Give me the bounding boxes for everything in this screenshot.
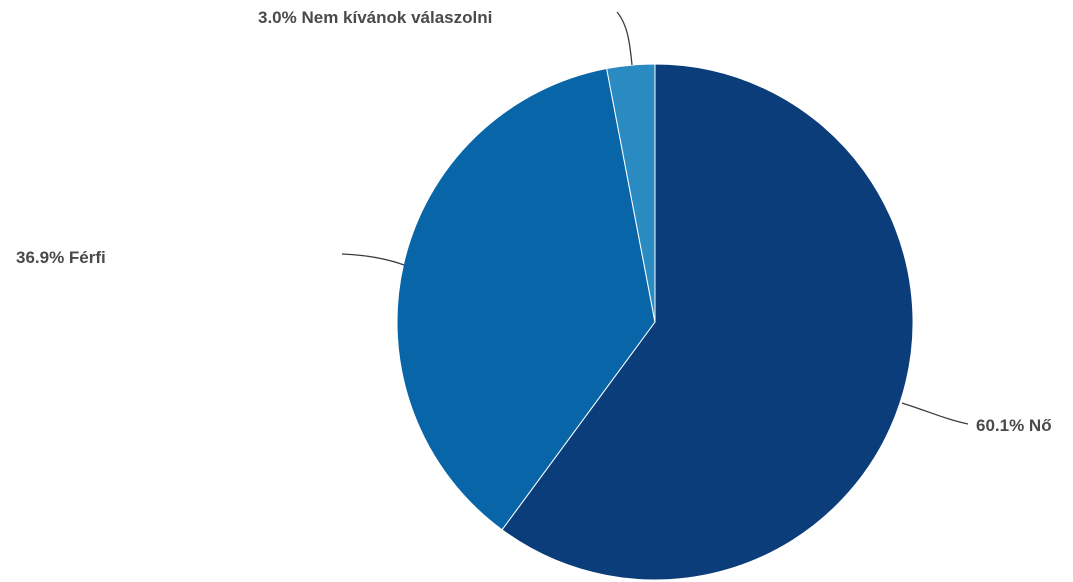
labels-layer: 60.1% Nő 36.9% Férfi 3.0% Nem kívánok vála… (16, 8, 1052, 435)
slice-label-1: 36.9% Férfi (16, 248, 106, 267)
slice-label-0: 60.1% Nő (976, 416, 1052, 435)
leaders-layer (341, 11, 969, 425)
leader-line-0 (901, 402, 969, 425)
leader-line-1 (341, 253, 405, 266)
leader-line-2 (616, 11, 633, 66)
pie-slice-2 (606, 63, 656, 323)
pie-slice-0 (501, 63, 914, 581)
slices-layer (396, 63, 914, 581)
slice-label-2: 3.0% Nem kívánok válaszolni (258, 8, 492, 27)
